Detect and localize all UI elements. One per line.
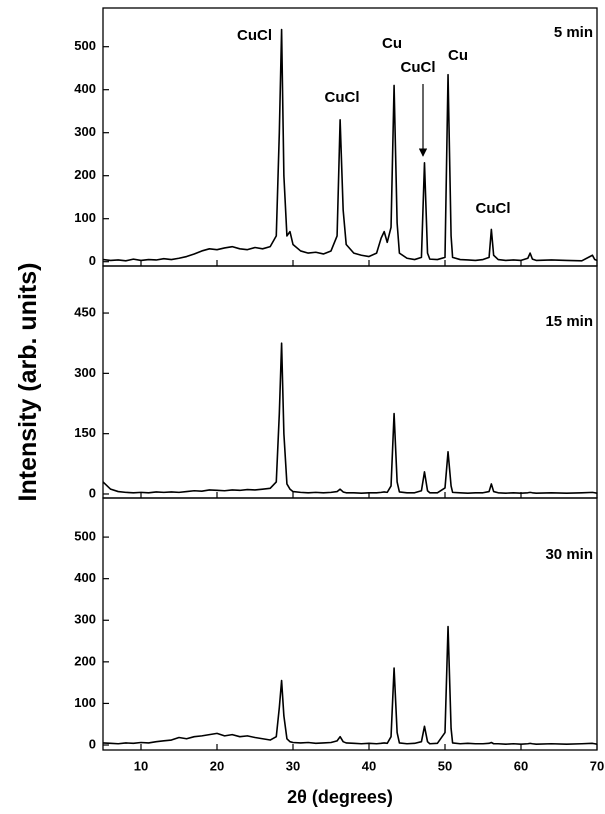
y-tick-label: 300 <box>74 365 96 380</box>
y-axis-label: Intensity (arb. units) <box>14 263 42 502</box>
y-tick-label: 200 <box>74 653 96 668</box>
y-tick-label: 400 <box>74 570 96 585</box>
spectrum-line <box>103 342 597 494</box>
x-tick-label: 50 <box>438 758 452 773</box>
y-tick-label: 500 <box>74 38 96 53</box>
spectrum-line <box>103 625 597 745</box>
peak-annotation: Cu <box>448 47 468 64</box>
spectrum-line <box>103 28 597 262</box>
x-tick-label: 30 <box>286 758 300 773</box>
x-tick-label: 40 <box>362 758 376 773</box>
y-tick-label: 0 <box>89 485 96 500</box>
y-tick-label: 200 <box>74 167 96 182</box>
x-tick-label: 70 <box>590 758 604 773</box>
panel-label: 5 min <box>554 24 593 41</box>
x-axis-label: 2θ (degrees) <box>287 787 393 807</box>
y-tick-label: 300 <box>74 124 96 139</box>
peak-annotation: CuCl <box>237 27 272 44</box>
peak-annotation: CuCl <box>476 200 511 217</box>
y-tick-label: 400 <box>74 81 96 96</box>
x-tick-label: 20 <box>210 758 224 773</box>
y-tick-label: 100 <box>74 210 96 225</box>
peak-annotation: CuCl <box>401 59 436 76</box>
y-tick-label: 100 <box>74 695 96 710</box>
panel-label: 30 min <box>545 546 593 563</box>
y-tick-label: 0 <box>89 736 96 751</box>
y-tick-label: 500 <box>74 529 96 544</box>
x-tick-label: 60 <box>514 758 528 773</box>
panel-label: 15 min <box>545 313 593 330</box>
y-tick-label: 0 <box>89 253 96 268</box>
plot-frame <box>102 265 598 499</box>
peak-annotation: Cu <box>382 35 402 52</box>
y-tick-label: 150 <box>74 425 96 440</box>
peak-annotation: CuCl <box>325 89 360 106</box>
y-tick-label: 450 <box>74 304 96 319</box>
plot-frame <box>102 497 598 751</box>
y-tick-label: 300 <box>74 612 96 627</box>
plot-frame <box>102 7 598 267</box>
x-tick-label: 10 <box>134 758 148 773</box>
